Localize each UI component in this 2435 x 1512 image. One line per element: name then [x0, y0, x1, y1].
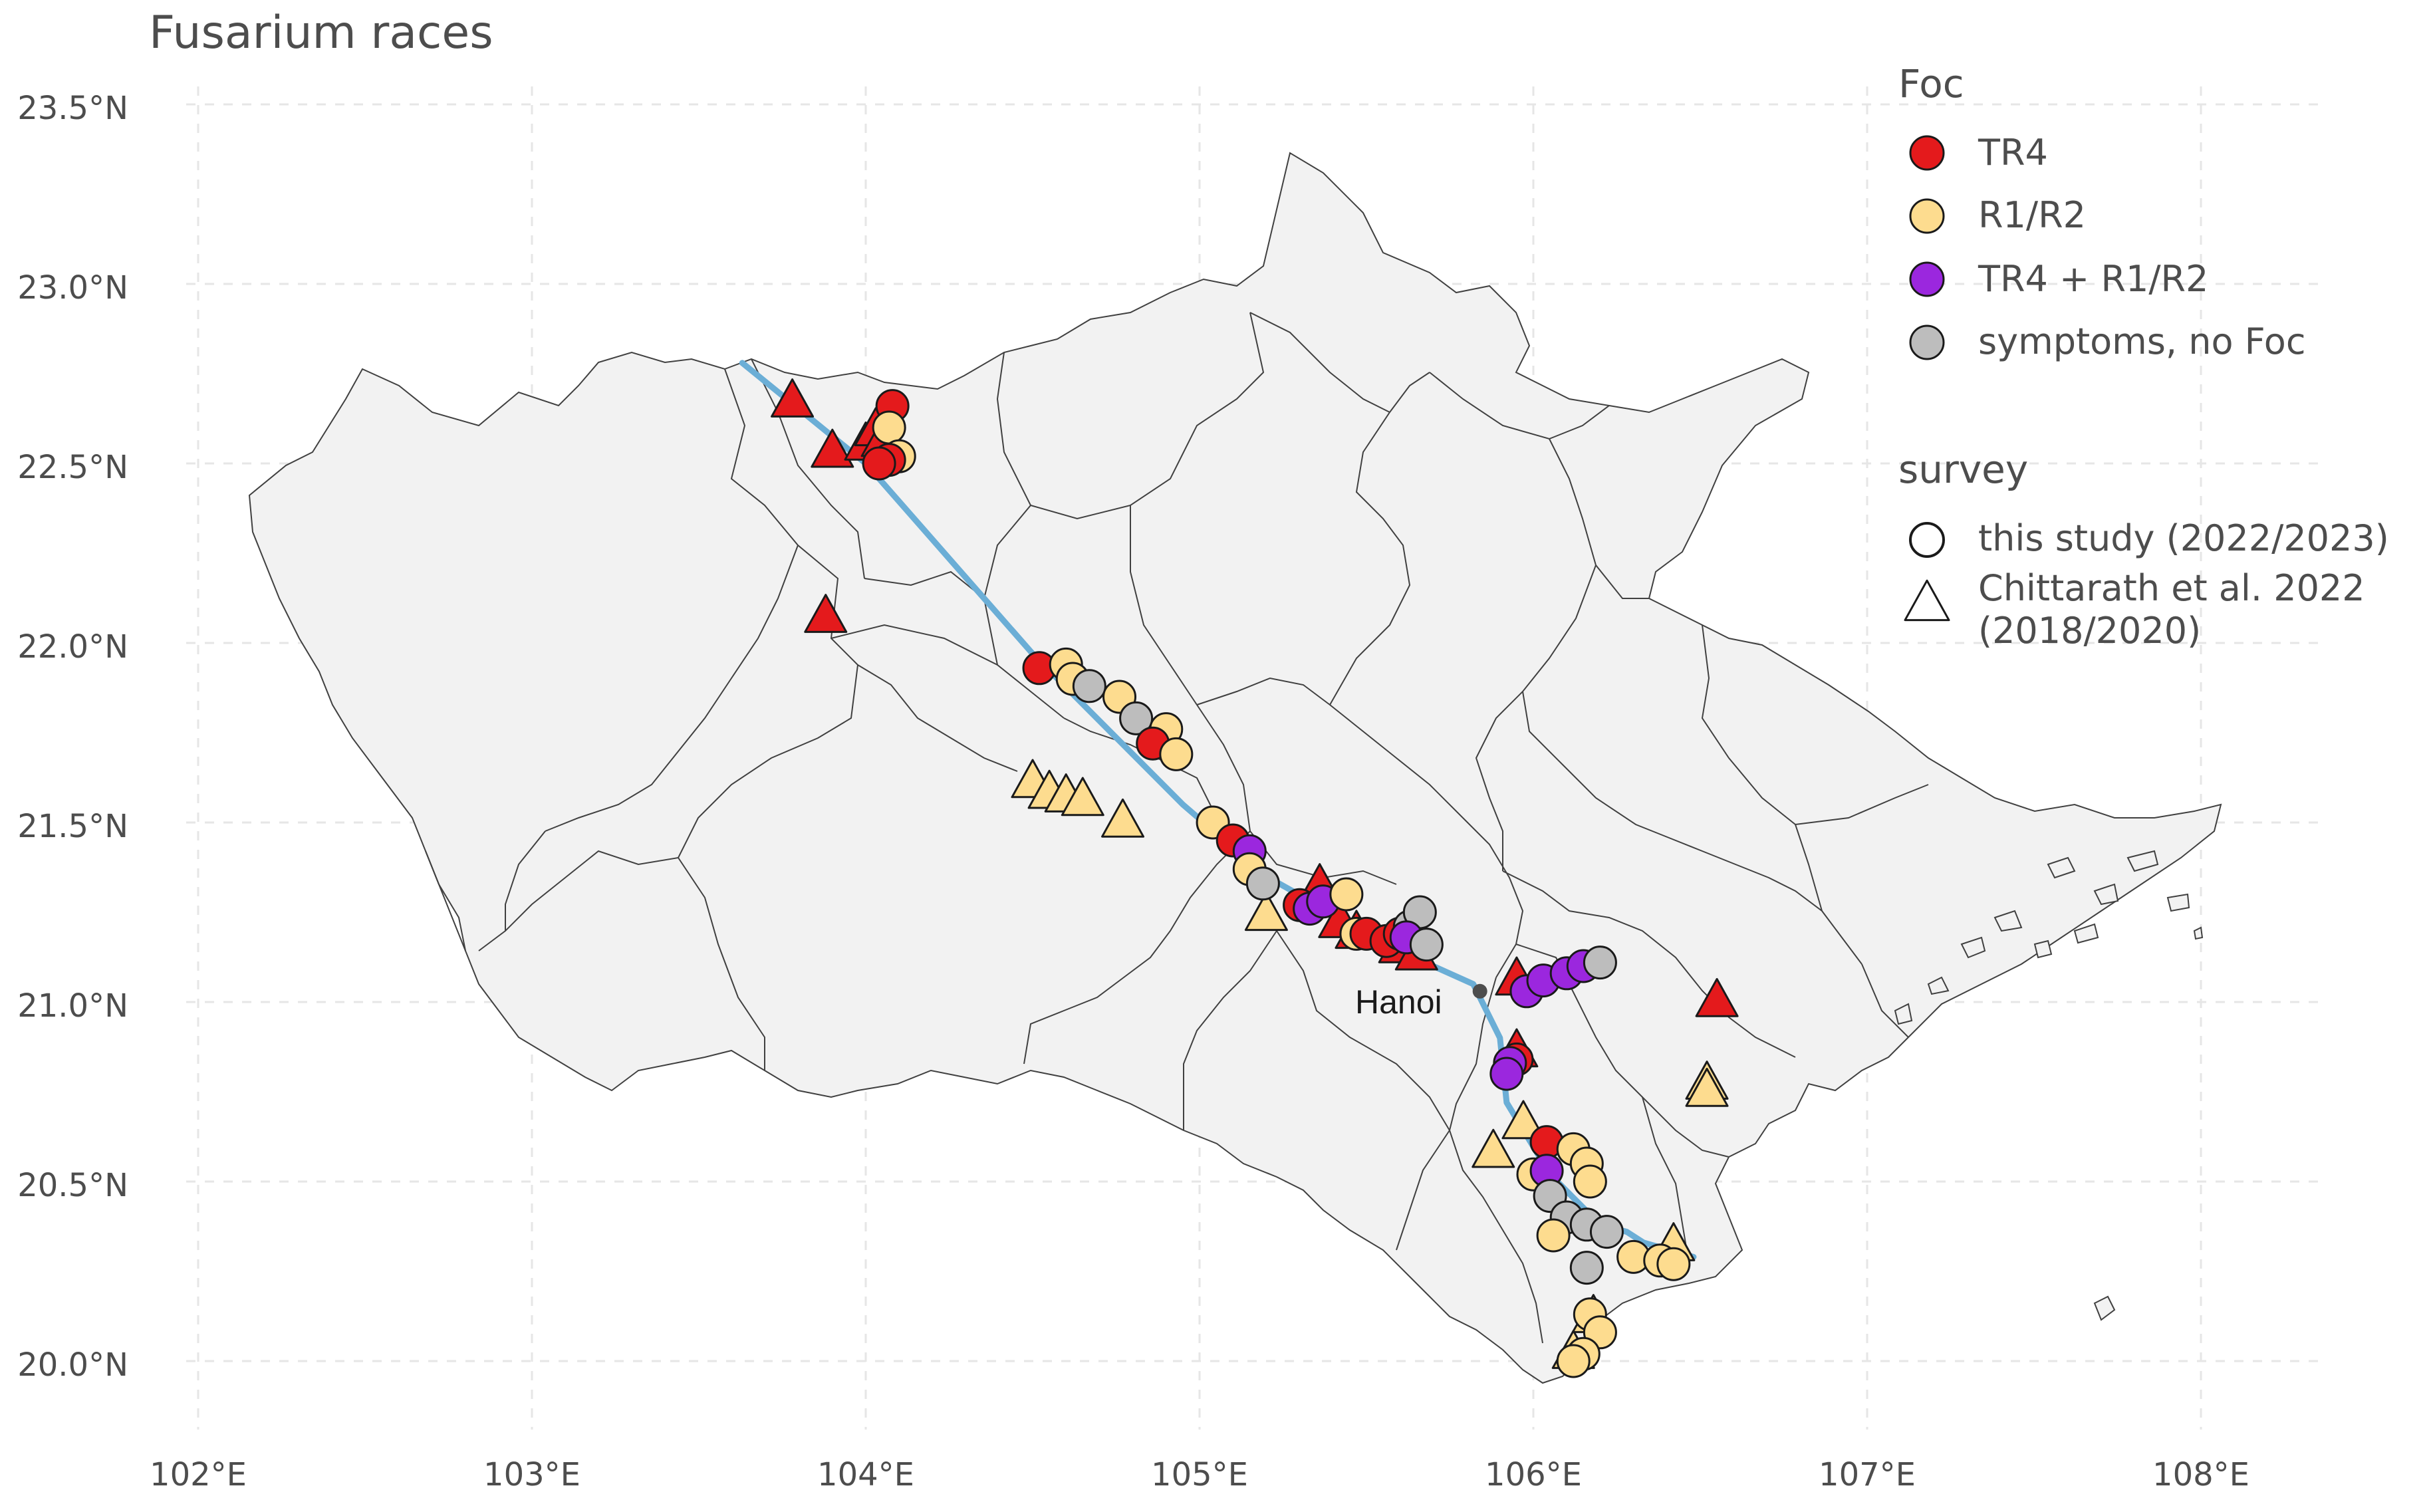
triangle-point-tr4	[1695, 977, 1739, 1017]
circle-point-none	[1119, 701, 1154, 735]
lon-tick-label: 106°E	[1485, 1456, 1582, 1493]
legend-survey-label: (2018/2020)	[1978, 610, 2202, 652]
circle-point-none	[1409, 928, 1444, 962]
circle-point-tr4r1r2	[1489, 1057, 1524, 1091]
lon-tick-label: 107°E	[1819, 1456, 1916, 1493]
triangle-point-r1r2	[1061, 777, 1104, 817]
sample-points	[771, 378, 1739, 1378]
city-marker-layer	[1472, 983, 1487, 999]
lon-tick-label: 102°E	[150, 1456, 247, 1493]
city-label-hanoi: Hanoi	[1355, 983, 1442, 1021]
lon-tick-label: 103°E	[483, 1456, 580, 1493]
circle-point-r1r2	[872, 410, 906, 445]
circle-point-none	[1583, 945, 1617, 980]
lat-tick-label: 20.5°N	[17, 1167, 128, 1204]
legend-survey-label: this study (2022/2023)	[1978, 517, 2389, 559]
lat-tick-label: 21.0°N	[17, 987, 128, 1025]
triangle-point-r1r2	[1472, 1128, 1515, 1168]
circle-point-r1r2	[1159, 737, 1194, 771]
lon-tick-label: 108°E	[2152, 1456, 2249, 1493]
legend-swatch-none	[1909, 324, 1945, 360]
legend-foc-label: R1/R2	[1978, 194, 2086, 236]
triangle-point-r1r2	[1244, 892, 1288, 932]
lat-tick-label: 22.0°N	[17, 628, 128, 666]
legend-swatch-tr4	[1909, 135, 1945, 171]
legend-foc-label: symptoms, no Foc	[1978, 320, 2306, 362]
circle-point-none	[1589, 1215, 1624, 1249]
circle-point-r1r2	[1656, 1247, 1691, 1281]
legend-foc-label: TR4 + R1/R2	[1978, 258, 2209, 300]
triangle-point-r1r2	[1501, 1100, 1545, 1140]
triangle-point-r1r2	[1101, 798, 1145, 838]
coastal-islands	[1894, 850, 2204, 1321]
legend-symbols	[1904, 135, 1950, 622]
circle-point-r1r2	[1556, 1344, 1591, 1378]
circle-point-r1r2	[1329, 877, 1364, 912]
legend-foc-label: TR4	[1978, 132, 2048, 174]
lat-tick-label: 22.5°N	[17, 449, 128, 486]
legend-swatch-tr4r1r2	[1909, 261, 1945, 297]
circle-point-none	[1072, 669, 1106, 703]
triangle-point-tr4	[811, 428, 854, 468]
legend-survey-title: survey	[1898, 447, 2029, 492]
map-title: Fusarium races	[149, 7, 493, 59]
lat-tick-label: 21.5°N	[17, 808, 128, 845]
lat-tick-label: 23.0°N	[17, 269, 128, 307]
lon-tick-label: 104°E	[817, 1456, 914, 1493]
circle-point-none	[1569, 1251, 1604, 1285]
triangle-point-tr4	[804, 594, 848, 633]
circle-point-none	[1245, 866, 1280, 901]
legend-swatch-r1r2	[1909, 198, 1945, 234]
circle-point-r1r2	[1573, 1164, 1607, 1199]
circle-point-r1r2	[1536, 1218, 1571, 1253]
lat-tick-label: 20.0°N	[17, 1346, 128, 1384]
legend-survey-label: Chittarath et al. 2022	[1978, 567, 2365, 609]
legend-triangle-shape	[1904, 579, 1950, 622]
circle-point-tr4	[862, 446, 896, 481]
lon-tick-label: 105°E	[1151, 1456, 1248, 1493]
legend-circle-shape	[1909, 522, 1945, 558]
legend-foc-title: Foc	[1898, 61, 1964, 106]
lat-tick-label: 23.5°N	[17, 90, 128, 127]
hanoi-dot	[1472, 983, 1487, 999]
triangle-point-r1r2	[1685, 1067, 1729, 1107]
triangle-point-tr4	[771, 378, 815, 418]
